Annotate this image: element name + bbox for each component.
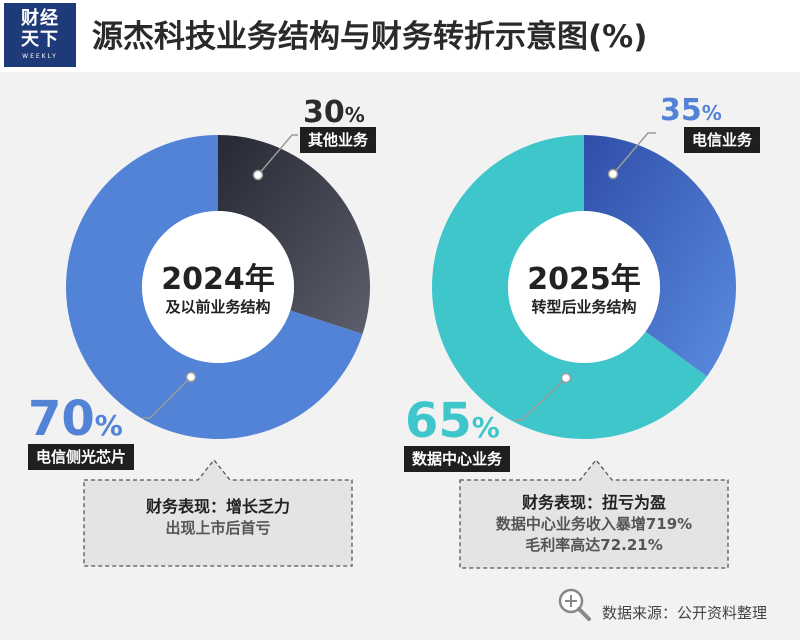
center-subtitle-2025: 转型后业务结构 xyxy=(531,298,637,316)
logo-line-3: WEEKLY xyxy=(22,53,58,60)
slice-label-other: 其他业务 xyxy=(300,127,377,153)
slice-value-telecom-chip-number: 70 xyxy=(28,391,95,447)
slice-value-telecom-unit: % xyxy=(701,101,722,125)
center-subtitle-2024: 及以前业务结构 xyxy=(165,298,271,316)
leader-dot-telecom-chip xyxy=(185,371,197,383)
leader-dot-telecom xyxy=(607,168,619,180)
slice-value-other: 30% xyxy=(303,98,365,128)
center-year-2024: 2024年 xyxy=(161,262,275,297)
donut-hole xyxy=(142,211,294,363)
slice-value-telecom-chip: 70% xyxy=(28,395,123,443)
note-right-line-2: 毛利率高达72.21% xyxy=(525,536,663,554)
donut-center-2024: 2024年 及以前业务结构 xyxy=(148,263,288,317)
leader-line-other xyxy=(257,134,298,176)
data-source: 数据来源：公开资料整理 xyxy=(602,604,768,622)
donut-hole xyxy=(508,211,660,363)
slice-value-datacenter-unit: % xyxy=(471,411,500,444)
page-title: 源杰科技业务结构与财务转折示意图(%) xyxy=(92,19,648,55)
note-right-head: 财务表现：扭亏为盈 xyxy=(521,493,666,512)
note-left-head: 财务表现：增长乏力 xyxy=(145,497,290,516)
slice-telecom-chip xyxy=(66,135,363,439)
leader-line-telecom-chip xyxy=(142,376,192,419)
donut-chart-2024 xyxy=(66,135,370,439)
slice-label-telecom: 电信业务 xyxy=(684,127,761,153)
slice-value-datacenter-number: 65 xyxy=(405,393,472,449)
note-right-line-1: 数据中心业务收入暴增719% xyxy=(495,515,693,533)
note-left-line: 出现上市后首亏 xyxy=(165,519,271,537)
slice-other xyxy=(218,135,370,334)
note-box-right-frame xyxy=(459,458,729,569)
slice-value-other-number: 30 xyxy=(303,95,345,130)
note-right: 财务表现：扭亏为盈 数据中心业务收入暴增719% 毛利率高达72.21% xyxy=(460,492,728,556)
logo-line-2: 天下 xyxy=(21,29,59,50)
leader-line-datacenter xyxy=(514,377,567,421)
slice-datacenter xyxy=(431,135,707,440)
leader-lines-right xyxy=(514,132,656,421)
slice-label-datacenter: 数据中心业务 xyxy=(404,446,511,472)
logo-line-1: 财经 xyxy=(21,8,59,29)
brand-logo: 财经 天下 WEEKLY xyxy=(4,3,76,67)
slice-value-telecom-chip-unit: % xyxy=(94,409,123,442)
note-box-left-frame xyxy=(83,458,353,567)
slice-value-datacenter: 65% xyxy=(405,397,500,445)
leader-dot-other xyxy=(252,169,264,181)
slice-value-other-unit: % xyxy=(344,103,365,127)
leader-line-telecom xyxy=(612,132,656,175)
donut-center-2025: 2025年 转型后业务结构 xyxy=(514,263,654,317)
donut-chart-2025 xyxy=(431,135,736,440)
center-year-2025: 2025年 xyxy=(527,262,641,297)
magnifier-icon xyxy=(558,588,591,621)
note-left: 财务表现：增长乏力 出现上市后首亏 xyxy=(84,496,352,539)
header-bar: 财经 天下 WEEKLY 源杰科技业务结构与财务转折示意图(%) xyxy=(0,0,800,72)
slice-value-telecom: 35% xyxy=(660,96,722,126)
slice-telecom xyxy=(584,135,736,377)
slice-value-telecom-number: 35 xyxy=(660,93,702,128)
leader-dot-datacenter xyxy=(560,372,572,384)
leader-lines-left xyxy=(142,134,298,419)
slice-label-telecom-chip: 电信侧光芯片 xyxy=(28,444,135,470)
